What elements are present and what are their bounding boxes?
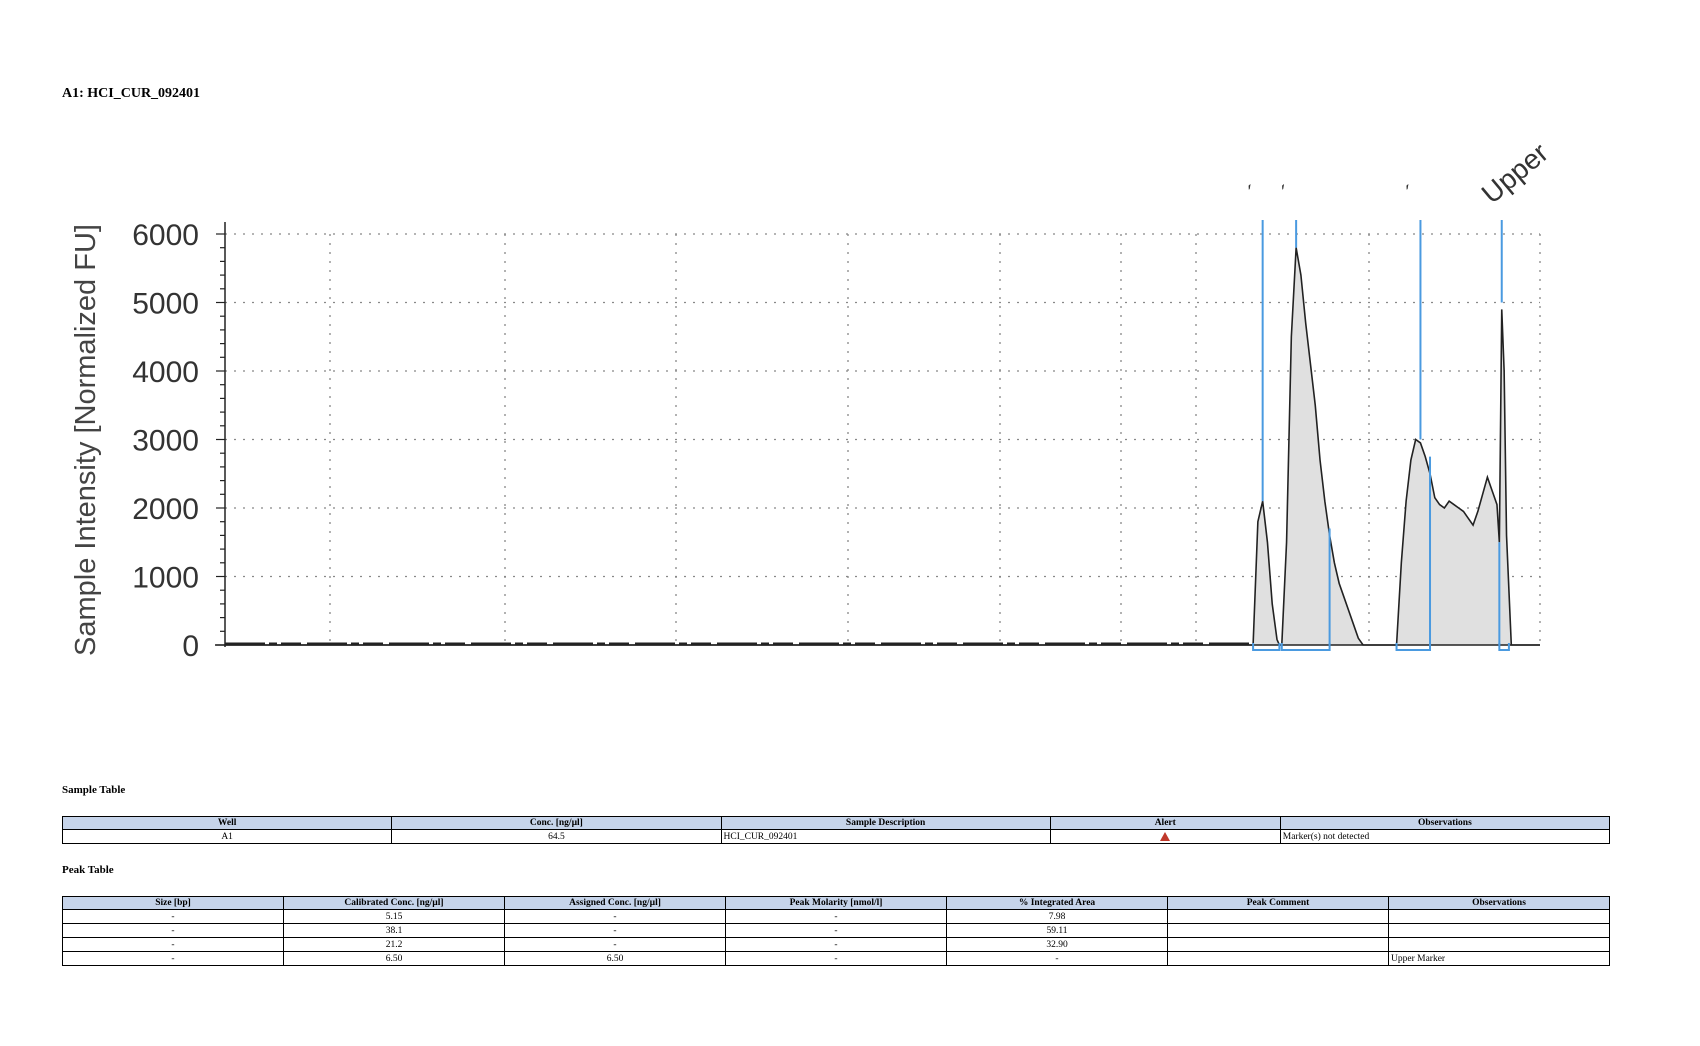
cell-observations	[1388, 909, 1610, 924]
peak-region-bracket	[1280, 643, 1331, 651]
y-tick-label: 5000	[132, 288, 199, 321]
cell-assigned-conc: -	[504, 923, 726, 938]
col-header-peak-molarity: Peak Molarity [nmol/l]	[725, 896, 947, 910]
cell-peak-molarity: -	[725, 937, 947, 952]
col-header-alert: Alert	[1049, 816, 1281, 830]
cell-peak-comment	[1167, 923, 1389, 938]
peak-table: Size [bp] Calibrated Conc. [ng/µl] Assig…	[62, 896, 1610, 966]
cell-well: A1	[61, 829, 393, 844]
cell-calibrated-conc: 6.50	[283, 951, 505, 966]
peak-table-body: -5.15- -7.98-38.1- -59.11-21.2- -32.90-6.50…	[62, 909, 1610, 966]
peak-region-bracket	[1395, 643, 1432, 651]
cell-assigned-conc: -	[504, 937, 726, 952]
peak-marker-label: ´	[1402, 180, 1424, 204]
electropherogram-chart: 0 1000 2000 3000 4000 5000 6000 Sample Intensit…	[70, 137, 1554, 663]
sample-table: Well Conc. [ng/µl] Sample Description Al…	[61, 816, 1611, 844]
table-row: -21.2- -32.90	[62, 937, 1610, 952]
col-header-well: Well	[61, 816, 393, 830]
peak-marker-label: ´	[1244, 180, 1266, 204]
sample-table-title: Sample Table	[62, 784, 126, 796]
peak-region-bracket	[1252, 643, 1281, 651]
y-tick-label: 4000	[132, 356, 199, 389]
cell-calibrated-conc: 38.1	[283, 923, 505, 938]
cell-peak-comment	[1167, 937, 1389, 952]
peak-table-title: Peak Table	[62, 864, 114, 876]
cell-observations: Upper Marker	[1388, 951, 1610, 966]
trace-line	[225, 247, 1540, 646]
cell-size: -	[62, 951, 284, 966]
col-header-observations: Observations	[1388, 896, 1610, 910]
cell-integrated-area: -	[946, 951, 1168, 966]
col-header-size: Size [bp]	[62, 896, 284, 910]
table-row: A1 64.5 HCI_CUR_092401 Marker(s) not det…	[61, 829, 1611, 844]
cell-size: -	[62, 937, 284, 952]
cell-observations	[1388, 923, 1610, 938]
cell-integrated-area: 32.90	[946, 937, 1168, 952]
cell-integrated-area: 7.98	[946, 909, 1168, 924]
peak-marker-label: Upper	[1476, 137, 1554, 210]
col-header-conc: Conc. [ng/µl]	[391, 816, 722, 830]
cell-conc: 64.5	[391, 829, 722, 844]
col-header-peak-comment: Peak Comment	[1167, 896, 1389, 910]
y-tick-label: 2000	[132, 493, 199, 526]
y-axis-label: Sample Intensity [Normalized FU]	[70, 224, 102, 656]
cell-calibrated-conc: 21.2	[283, 937, 505, 952]
col-header-observations: Observations	[1279, 816, 1611, 830]
peak-marker-label: ´	[1277, 180, 1299, 204]
cell-assigned-conc: -	[504, 909, 726, 924]
cell-peak-comment	[1167, 909, 1389, 924]
cell-description: HCI_CUR_092401	[720, 829, 1051, 844]
cell-peak-molarity: -	[725, 923, 947, 938]
cell-assigned-conc: 6.50	[504, 951, 726, 966]
table-row: -6.50 6.50- - Upper Marker	[62, 951, 1610, 966]
y-tick-label: 3000	[132, 425, 199, 458]
cell-peak-comment	[1167, 951, 1389, 966]
cell-peak-molarity: -	[725, 951, 947, 966]
col-header-assigned-conc: Assigned Conc. [ng/µl]	[504, 896, 726, 910]
peak-region-bracket	[1498, 643, 1510, 651]
page-title: A1: HCI_CUR_092401	[62, 86, 201, 101]
cell-observations: Marker(s) not detected	[1279, 829, 1611, 844]
cell-calibrated-conc: 5.15	[283, 909, 505, 924]
cell-alert	[1049, 829, 1281, 844]
cell-size: -	[62, 923, 284, 938]
col-header-integrated-area: % Integrated Area	[946, 896, 1168, 910]
sample-table-header-row: Well Conc. [ng/µl] Sample Description Al…	[61, 816, 1611, 830]
y-tick-label: 0	[182, 630, 199, 663]
cell-observations	[1388, 937, 1610, 952]
trace-area-fill	[225, 247, 1540, 645]
y-tick-label: 6000	[132, 219, 199, 252]
table-row: -5.15- -7.98	[62, 909, 1610, 924]
cell-size: -	[62, 909, 284, 924]
peak-table-header-row: Size [bp] Calibrated Conc. [ng/µl] Assig…	[62, 896, 1610, 910]
table-row: -38.1- -59.11	[62, 923, 1610, 938]
col-header-calibrated-conc: Calibrated Conc. [ng/µl]	[283, 896, 505, 910]
y-tick-label: 1000	[132, 562, 199, 595]
col-header-sample-description: Sample Description	[720, 816, 1051, 830]
cell-integrated-area: 59.11	[946, 923, 1168, 938]
cell-peak-molarity: -	[725, 909, 947, 924]
warning-triangle-icon	[1160, 831, 1171, 841]
